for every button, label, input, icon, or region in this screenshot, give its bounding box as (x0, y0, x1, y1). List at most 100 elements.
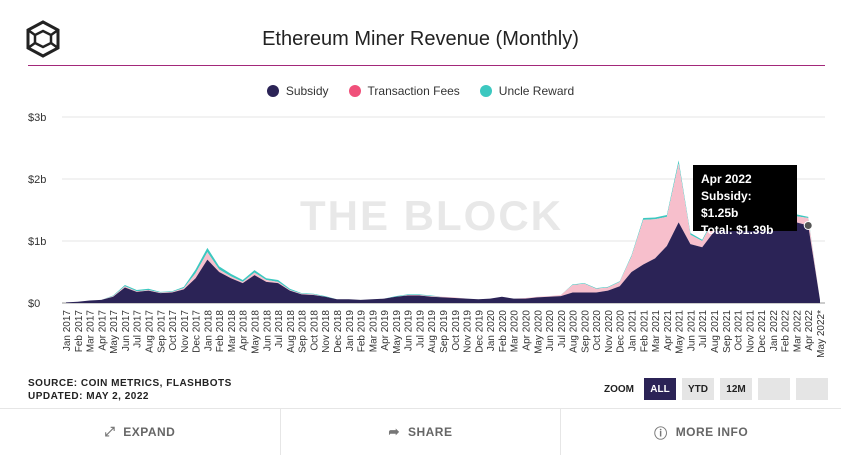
x-tick-label: Apr 2019 (380, 310, 391, 351)
title-divider (28, 65, 825, 66)
x-tick-label: Aug 2017 (144, 310, 155, 353)
x-tick-label: Dec 2020 (616, 310, 627, 353)
legend-marker-uncle-reward (479, 85, 492, 97)
the-block-logo-icon (26, 20, 60, 58)
x-tick-label: Jun 2018 (262, 310, 273, 352)
x-tick-label: Dec 2017 (192, 310, 203, 353)
expand-label: EXPAND (123, 425, 176, 439)
legend-item-subsidy[interactable]: Subsidy (266, 84, 329, 98)
footer-actions: ⤢ EXPAND ➦ SHARE ⓘ MORE INFO (0, 408, 841, 455)
x-tick-label: Mar 2021 (651, 310, 662, 353)
x-tick-label: Apr 2020 (521, 310, 532, 351)
x-tick-label: May 2017 (109, 310, 120, 354)
x-tick-label: May 2022* (816, 310, 827, 358)
x-tick-label: Sep 2020 (580, 310, 591, 353)
legend-label-uncle-reward: Uncle Reward (498, 84, 575, 98)
source-note: SOURCE: COIN METRICS, FLASHBOTS UPDATED:… (28, 377, 232, 403)
legend-label-transaction-fees: Transaction Fees (367, 84, 460, 98)
x-tick-label: Sep 2018 (298, 310, 309, 353)
x-tick-label: Jul 2017 (133, 310, 144, 348)
zoom-controls: ZOOM ALL YTD 12M (604, 378, 828, 400)
x-tick-label: Nov 2020 (604, 310, 615, 353)
tooltip-subsidy: Subsidy: $1.25b (701, 189, 752, 220)
x-tick-label: Sep 2019 (439, 310, 450, 353)
x-tick-label: Nov 2017 (180, 310, 191, 353)
x-tick-label: Aug 2020 (569, 310, 580, 353)
chart-title: Ethereum Miner Revenue (Monthly) (262, 28, 579, 50)
x-tick-label: Feb 2017 (74, 310, 85, 353)
series-area-subsidy (66, 222, 820, 303)
x-tick-label: Mar 2020 (510, 310, 521, 353)
x-tick-label: Nov 2019 (463, 310, 474, 353)
x-tick-label: Oct 2019 (451, 310, 462, 351)
x-tick-label: Jan 2018 (203, 310, 214, 352)
x-tick-label: Oct 2017 (168, 310, 179, 351)
x-tick-label: Jan 2017 (62, 310, 73, 352)
source-text: SOURCE: COIN METRICS, FLASHBOTS (28, 378, 232, 389)
more-info-label: MORE INFO (675, 425, 749, 439)
x-tick-label: Feb 2020 (498, 310, 509, 353)
x-tick-label: Oct 2018 (309, 310, 320, 351)
zoom-extra-button-2[interactable] (796, 378, 828, 400)
x-tick-label: Aug 2018 (286, 310, 297, 353)
x-tick-label: Jun 2020 (545, 310, 556, 352)
info-icon: ⓘ (654, 425, 668, 441)
share-icon: ➦ (388, 424, 400, 439)
x-tick-label: Sep 2021 (722, 310, 733, 353)
x-tick-label: Mar 2019 (368, 310, 379, 353)
y-tick-label: $3b (28, 112, 46, 124)
x-tick-label: Dec 2021 (757, 310, 768, 353)
zoom-label: ZOOM (604, 383, 634, 395)
x-tick-label: Dec 2019 (474, 310, 485, 353)
y-tick-label: $0 (28, 298, 40, 310)
legend-item-uncle-reward[interactable]: Uncle Reward (479, 84, 575, 98)
x-tick-label: Aug 2019 (427, 310, 438, 353)
x-tick-label: Jul 2019 (415, 310, 426, 348)
x-tick-label: Feb 2018 (215, 310, 226, 353)
x-tick-label: May 2018 (251, 310, 262, 354)
legend-item-transaction-fees[interactable]: Transaction Fees (348, 84, 460, 98)
tooltip-total: Total: $1.39b (701, 223, 774, 237)
zoom-12m-button[interactable]: 12M (720, 378, 752, 400)
chart-tooltip: Apr 2022 Subsidy: $1.25b Total: $1.39b (693, 165, 797, 237)
x-tick-label: Nov 2018 (321, 310, 332, 353)
share-label: SHARE (407, 425, 453, 439)
expand-icon: ⤢ (104, 424, 116, 439)
legend-marker-subsidy (266, 85, 279, 97)
x-tick-label: Feb 2022 (781, 310, 792, 353)
y-tick-label: $2b (28, 174, 46, 186)
series-area-transaction-fees (66, 163, 820, 303)
x-tick-label: Apr 2018 (239, 310, 250, 351)
x-tick-label: May 2021 (675, 310, 686, 354)
hover-marker (803, 221, 813, 230)
x-tick-label: Jan 2021 (628, 310, 639, 352)
tooltip-title: Apr 2022 (701, 172, 752, 186)
x-tick-label: May 2020 (533, 310, 544, 354)
x-tick-label: Oct 2021 (734, 310, 745, 351)
x-tick-label: Feb 2019 (357, 310, 368, 353)
x-tick-label: Jan 2022 (769, 310, 780, 352)
x-tick-label: Jul 2020 (557, 310, 568, 348)
x-tick-label: Apr 2017 (97, 310, 108, 351)
x-tick-label: Jul 2021 (698, 310, 709, 348)
x-tick-label: Jun 2021 (686, 310, 697, 352)
x-tick-label: Oct 2020 (592, 310, 603, 351)
legend-label-subsidy: Subsidy (285, 84, 329, 98)
x-tick-label: Jul 2018 (274, 310, 285, 348)
expand-button[interactable]: ⤢ EXPAND (0, 409, 280, 455)
zoom-ytd-button[interactable]: YTD (682, 378, 714, 400)
legend-marker-transaction-fees (348, 85, 361, 97)
share-button[interactable]: ➦ SHARE (279, 409, 561, 455)
zoom-extra-button-1[interactable] (758, 378, 790, 400)
x-tick-label: Sep 2017 (156, 310, 167, 353)
x-tick-label: Mar 2022 (792, 310, 803, 353)
x-tick-label: Mar 2017 (86, 310, 97, 353)
x-tick-label: Jan 2019 (345, 310, 356, 352)
more-info-button[interactable]: ⓘ MORE INFO (560, 409, 841, 455)
x-tick-label: Apr 2021 (663, 310, 674, 351)
zoom-all-button[interactable]: ALL (644, 378, 676, 400)
x-tick-label: Aug 2021 (710, 310, 721, 353)
x-tick-label: Jan 2020 (486, 310, 497, 352)
x-tick-label: May 2019 (392, 310, 403, 354)
